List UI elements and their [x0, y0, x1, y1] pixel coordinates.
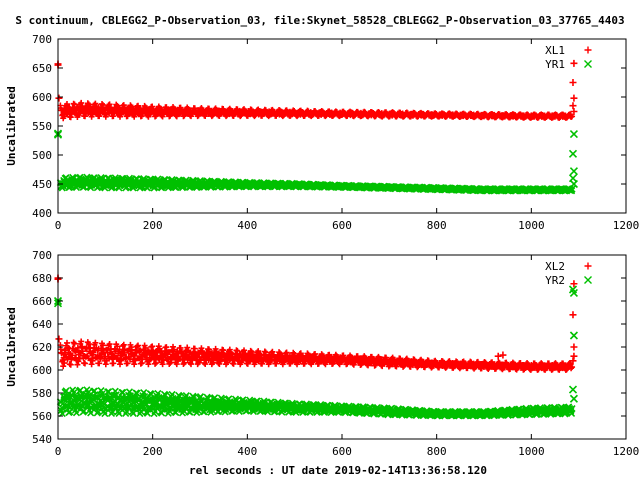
data-point-xl1 — [570, 108, 578, 115]
x-tick-label: 200 — [143, 445, 163, 458]
series-yr2 — [53, 285, 578, 420]
y-tick-label: 580 — [32, 387, 52, 400]
data-point-xl2 — [55, 335, 63, 343]
y-tick-label: 660 — [32, 295, 52, 308]
y-axis-label: Uncalibrated — [5, 86, 18, 165]
y-axis-label: Uncalibrated — [5, 307, 18, 386]
legend-label: XL2 — [545, 260, 565, 273]
x-tick-label: 1000 — [518, 445, 545, 458]
legend-marker — [584, 46, 592, 54]
x-tick-label: 600 — [332, 219, 352, 232]
x-tick-label: 400 — [237, 445, 257, 458]
data-point-xl1 — [55, 94, 63, 102]
data-band-yr1 — [56, 173, 576, 195]
y-tick-label: 600 — [32, 91, 52, 104]
legend-label: YR2 — [545, 274, 565, 287]
series-yr1 — [53, 129, 578, 195]
y-tick-label: 540 — [32, 433, 52, 446]
y-tick-label: 650 — [32, 62, 52, 75]
data-band-xl1 — [57, 99, 576, 122]
top-panel: 0 200 400 600 800 1000 1200 400 450 500 550 600 650 7… — [5, 33, 639, 232]
data-point-yr2 — [569, 394, 578, 403]
data-point-xl2 — [569, 357, 577, 365]
x-axis-label: rel seconds : UT date 2019-02-14T13:36:5… — [189, 464, 487, 477]
data-point-yr1 — [569, 130, 578, 139]
data-point-yr2 — [568, 285, 578, 294]
data-point-xl2 — [570, 343, 578, 351]
x-tick-label: 200 — [143, 219, 163, 232]
data-point-yr2 — [569, 331, 578, 340]
data-point-xl2 — [570, 280, 578, 288]
series-xl1 — [54, 59, 578, 122]
legend-label: YR1 — [545, 58, 565, 71]
x-tick-label: 0 — [55, 219, 62, 232]
legend-marker — [584, 60, 592, 68]
x-tick-label: 1200 — [613, 445, 640, 458]
x-tick-label: 400 — [237, 219, 257, 232]
y-tick-label: 620 — [32, 341, 52, 354]
data-point-xl2 — [494, 352, 502, 360]
data-point-yr1 — [569, 167, 578, 176]
data-point-xl1 — [569, 79, 577, 86]
x-tick-label: 800 — [427, 219, 447, 232]
x-tick-label: 600 — [332, 445, 352, 458]
data-point-xl1 — [570, 94, 578, 102]
y-tick-label: 600 — [32, 364, 52, 377]
data-point-yr2 — [568, 385, 578, 394]
legend-label: XL1 — [545, 44, 565, 57]
y-tick-label: 450 — [32, 178, 52, 191]
data-band-xl2 — [57, 338, 576, 373]
data-point-xl2 — [499, 351, 507, 359]
x-tick-label: 1000 — [518, 219, 545, 232]
y-tick-label: 400 — [32, 207, 52, 220]
y-tick-label: 500 — [32, 149, 52, 162]
data-point-yr1 — [569, 179, 578, 189]
data-point-xl1 — [569, 102, 577, 110]
y-tick-label: 560 — [32, 410, 52, 423]
bottom-panel: 0 200 400 600 800 1000 1200 540 560 580 600 620 640 6… — [5, 249, 639, 458]
legend-marker — [584, 276, 592, 284]
y-tick-label: 700 — [32, 33, 52, 46]
data-point-xl1 — [570, 59, 578, 67]
data-point-yr1 — [568, 149, 578, 158]
chart-title: S continuum, CBLEGG2_P-Observation_03, f… — [15, 14, 624, 27]
y-tick-label: 680 — [32, 272, 52, 285]
y-tick-label: 640 — [32, 318, 52, 331]
y-tick-label: 700 — [32, 249, 52, 262]
data-point-xl2 — [570, 352, 578, 360]
legend-marker — [584, 262, 592, 270]
y-tick-label: 550 — [32, 120, 52, 133]
data-point-xl2 — [569, 311, 577, 319]
data-band-yr2 — [56, 386, 576, 420]
series-xl2 — [54, 274, 578, 373]
x-tick-label: 800 — [427, 445, 447, 458]
x-tick-label: 0 — [55, 445, 62, 458]
x-tick-label: 1200 — [613, 219, 640, 232]
